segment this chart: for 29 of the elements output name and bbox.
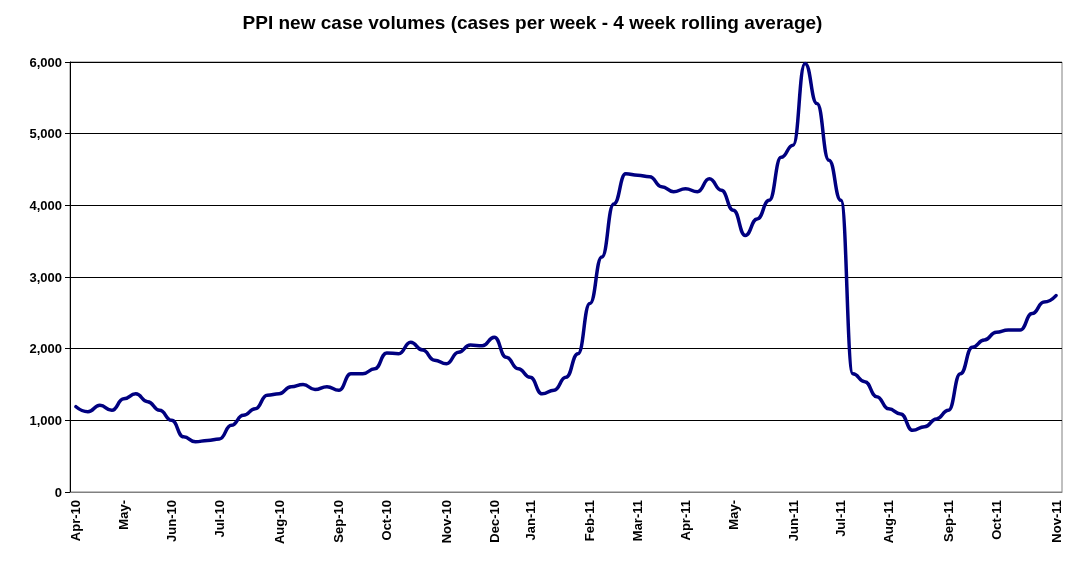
y-tick-label: 4,000 bbox=[29, 197, 62, 213]
x-tick-label: Jul-10 bbox=[211, 500, 227, 538]
x-tick-label: Apr-10 bbox=[68, 500, 84, 542]
x-tick-label: Jul-11 bbox=[833, 500, 849, 537]
x-tick-label: May- bbox=[725, 500, 741, 530]
x-tick-label: Nov-10 bbox=[438, 500, 454, 544]
x-tick-label: Sep-10 bbox=[331, 500, 347, 543]
x-tick-label: Mar-11 bbox=[630, 500, 646, 542]
x-tick-label: Feb-11 bbox=[582, 500, 598, 542]
y-tick-label: 0 bbox=[54, 484, 62, 500]
y-tick-label: 5,000 bbox=[29, 126, 62, 142]
x-tick-label: Oct-10 bbox=[379, 500, 395, 541]
x-tick-label: Jun-10 bbox=[164, 500, 180, 542]
x-tick-label: Aug-10 bbox=[271, 500, 287, 545]
x-tick-label: Jun-11 bbox=[785, 500, 801, 542]
y-tick-label: 2,000 bbox=[29, 341, 62, 357]
x-tick-label: May- bbox=[116, 500, 132, 530]
x-tick-label: Sep-11 bbox=[940, 500, 956, 542]
x-tick-label: Apr-11 bbox=[678, 500, 694, 541]
y-tick-label: 6,000 bbox=[29, 54, 62, 70]
x-tick-label: Oct-11 bbox=[988, 500, 1004, 540]
chart-title: PPI new case volumes (cases per week - 4 week rolling average) bbox=[242, 12, 823, 33]
x-tick-label: Jan-11 bbox=[522, 500, 538, 541]
line-series bbox=[74, 61, 1058, 444]
x-tick-label: Aug-11 bbox=[881, 500, 897, 544]
y-tick-label: 1,000 bbox=[29, 412, 62, 428]
y-tick-label: 3,000 bbox=[29, 269, 62, 285]
x-tick-label: Dec-10 bbox=[486, 500, 502, 543]
x-tick-label: Nov-11 bbox=[1048, 500, 1064, 543]
